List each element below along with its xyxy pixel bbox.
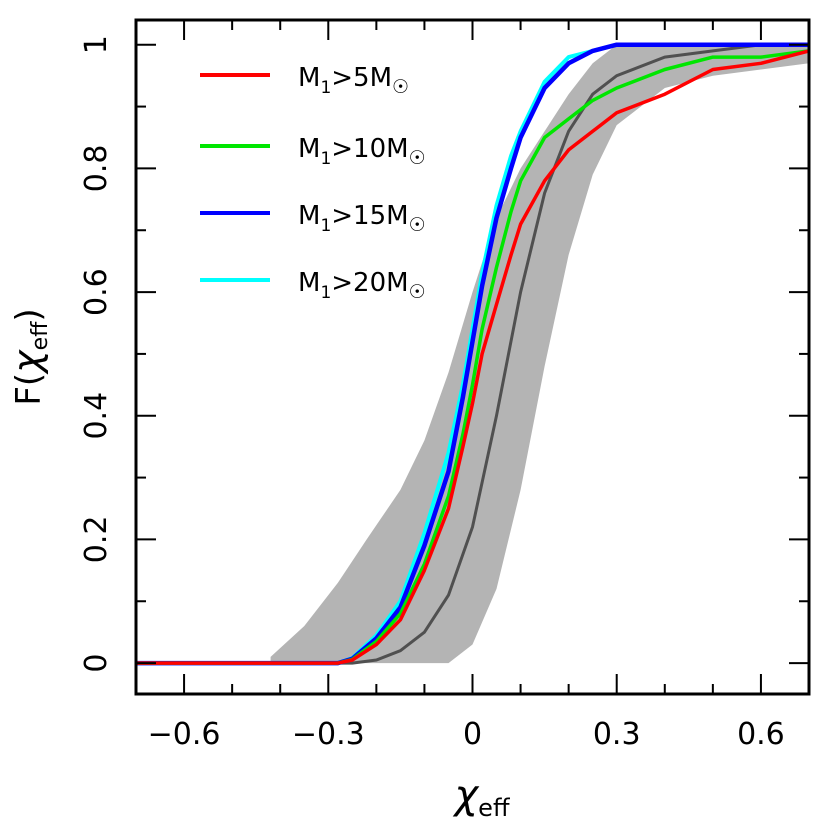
legend-item-m1-20: M1>20M☉ — [200, 268, 426, 303]
legend-item-m1-15: M1>15M☉ — [200, 201, 426, 236]
x-tick-label: −0.6 — [148, 717, 221, 752]
x-tick-label: −0.3 — [292, 717, 365, 752]
legend: M1>5M☉ M1>10M☉ M1>15M☉ M1>20M☉ — [200, 63, 426, 303]
legend-label: M1>5M☉ — [298, 63, 409, 98]
plot-area — [136, 42, 809, 666]
legend-label: M1>10M☉ — [298, 134, 426, 169]
legend-item-m1-10: M1>10M☉ — [200, 134, 426, 169]
axis-ticks: −0.6 −0.3 0 0.3 0.6 0 0.2 0.4 0.6 0.8 1 — [79, 20, 810, 752]
x-tick-label: 0.3 — [593, 717, 641, 752]
y-tick-label: 0.8 — [79, 145, 114, 193]
legend-label: M1>15M☉ — [298, 201, 426, 236]
legend-item-m1-5: M1>5M☉ — [200, 63, 409, 98]
y-tick-label: 0 — [79, 654, 114, 673]
legend-label: M1>20M☉ — [298, 268, 426, 303]
x-tick-label: 0 — [463, 717, 482, 752]
x-axis-title: χeff — [453, 772, 510, 822]
x-tick-label: 0.6 — [737, 717, 785, 752]
y-tick-label: 0.4 — [79, 392, 114, 440]
uncertainty-band — [270, 44, 809, 664]
y-tick-label: 0.2 — [79, 516, 114, 564]
y-axis-title: F(χeff) — [5, 308, 53, 405]
y-tick-label: 0.6 — [79, 268, 114, 316]
median-curve — [136, 43, 809, 665]
y-tick-label: 1 — [79, 35, 114, 54]
series-line-1 — [136, 49, 809, 665]
series-line-0 — [136, 49, 809, 665]
series-line-2 — [136, 42, 809, 666]
